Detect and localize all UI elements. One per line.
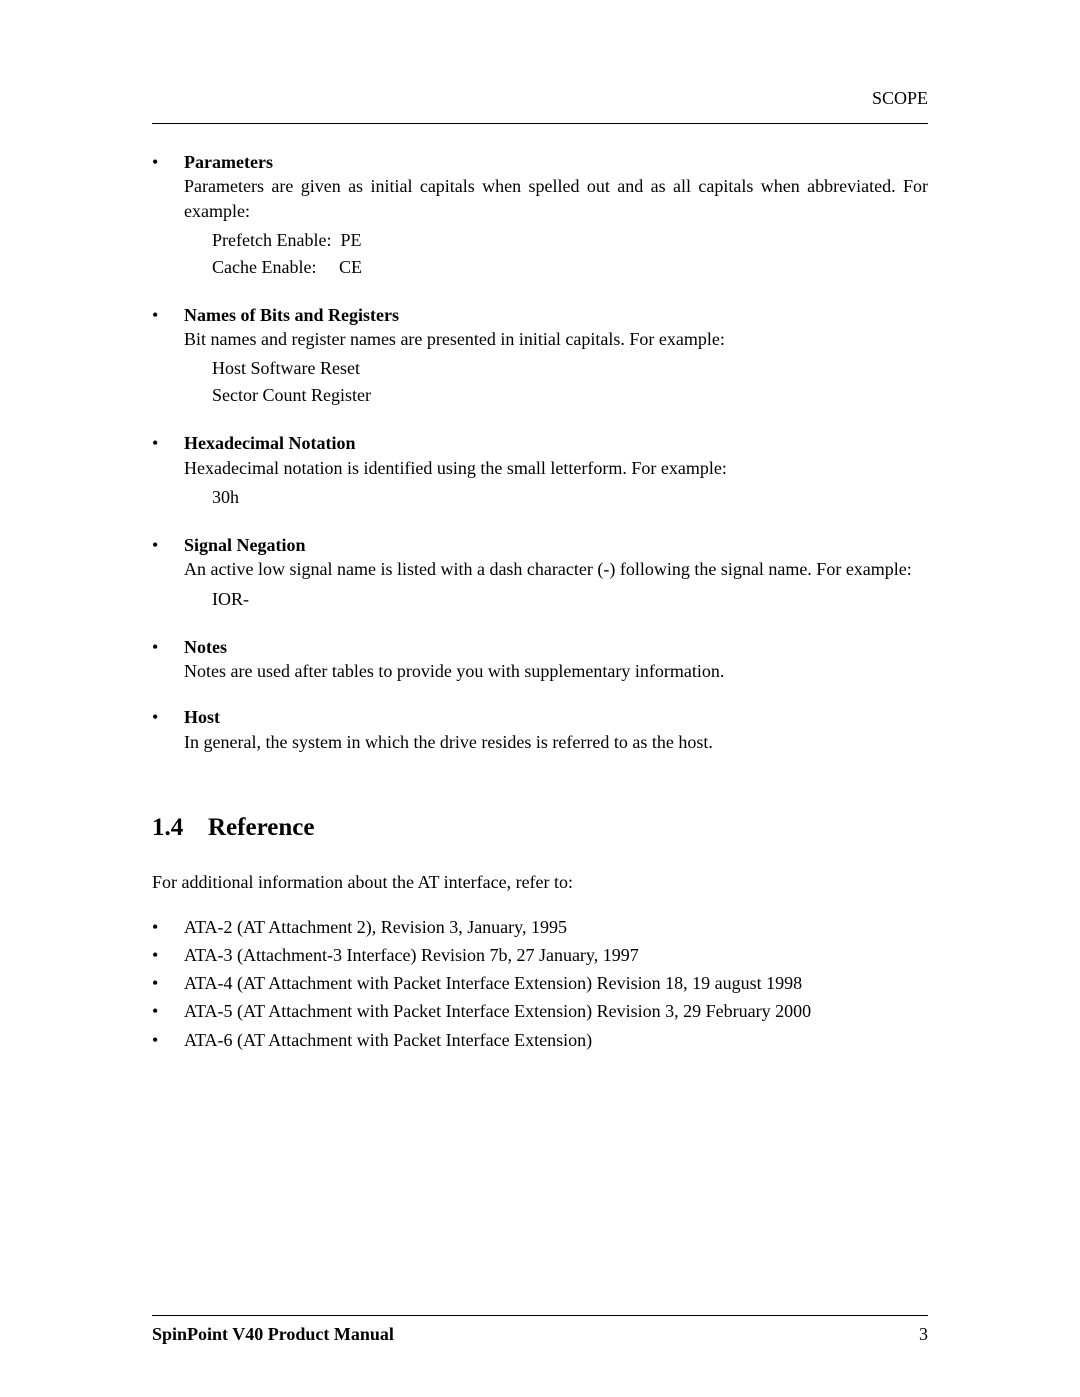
convention-desc: An active low signal name is listed with… xyxy=(184,557,928,581)
convention-item: •HostIn general, the system in which the… xyxy=(152,705,928,754)
convention-title: Parameters xyxy=(184,150,928,174)
convention-desc: Bit names and register names are present… xyxy=(184,327,928,351)
bullet-icon: • xyxy=(152,705,184,754)
section-title: Reference xyxy=(208,814,314,841)
bullet-icon: • xyxy=(152,943,184,968)
reference-text: ATA-3 (Attachment-3 Interface) Revision … xyxy=(184,943,639,968)
convention-title: Names of Bits and Registers xyxy=(184,303,928,327)
conventions-list: •ParametersParameters are given as initi… xyxy=(152,150,928,754)
section-heading: 1.4Reference xyxy=(152,814,928,842)
section-number: 1.4 xyxy=(152,814,208,842)
footer: SpinPoint V40 Product Manual 3 xyxy=(152,1315,928,1345)
footer-rule xyxy=(152,1315,928,1316)
example-block: Prefetch Enable: PECache Enable: CE xyxy=(212,227,928,281)
footer-row: SpinPoint V40 Product Manual 3 xyxy=(152,1324,928,1345)
convention-desc: In general, the system in which the driv… xyxy=(184,730,928,754)
convention-desc: Notes are used after tables to provide y… xyxy=(184,659,928,683)
bullet-icon: • xyxy=(152,150,184,281)
bullet-icon: • xyxy=(152,431,184,511)
reference-list: •ATA-2 (AT Attachment 2), Revision 3, Ja… xyxy=(152,915,928,1053)
convention-body: Signal NegationAn active low signal name… xyxy=(184,533,928,613)
convention-item: •ParametersParameters are given as initi… xyxy=(152,150,928,281)
reference-text: ATA-5 (AT Attachment with Packet Interfa… xyxy=(184,999,811,1024)
example-line: Prefetch Enable: PE xyxy=(212,227,928,254)
convention-item: •NotesNotes are used after tables to pro… xyxy=(152,635,928,684)
reference-item: •ATA-3 (Attachment-3 Interface) Revision… xyxy=(152,943,928,968)
page-number: 3 xyxy=(919,1324,928,1345)
bullet-icon: • xyxy=(152,303,184,410)
bullet-icon: • xyxy=(152,1028,184,1053)
reference-text: ATA-6 (AT Attachment with Packet Interfa… xyxy=(184,1028,592,1053)
example-block: IOR- xyxy=(212,586,928,613)
section-intro: For additional information about the AT … xyxy=(152,872,928,893)
convention-item: •Hexadecimal NotationHexadecimal notatio… xyxy=(152,431,928,511)
example-line: Sector Count Register xyxy=(212,382,928,409)
convention-title: Hexadecimal Notation xyxy=(184,431,928,455)
convention-desc: Parameters are given as initial capitals… xyxy=(184,174,928,223)
example-line: Cache Enable: CE xyxy=(212,254,928,281)
reference-text: ATA-2 (AT Attachment 2), Revision 3, Jan… xyxy=(184,915,567,940)
bullet-icon: • xyxy=(152,915,184,940)
convention-item: •Signal NegationAn active low signal nam… xyxy=(152,533,928,613)
example-line: Host Software Reset xyxy=(212,355,928,382)
reference-item: •ATA-2 (AT Attachment 2), Revision 3, Ja… xyxy=(152,915,928,940)
convention-title: Notes xyxy=(184,635,928,659)
footer-title: SpinPoint V40 Product Manual xyxy=(152,1324,394,1345)
bullet-icon: • xyxy=(152,533,184,613)
bullet-icon: • xyxy=(152,971,184,996)
reference-text: ATA-4 (AT Attachment with Packet Interfa… xyxy=(184,971,802,996)
page: SCOPE •ParametersParameters are given as… xyxy=(0,0,1080,1053)
convention-item: •Names of Bits and RegistersBit names an… xyxy=(152,303,928,410)
convention-body: HostIn general, the system in which the … xyxy=(184,705,928,754)
example-line: IOR- xyxy=(212,586,928,613)
example-line: 30h xyxy=(212,484,928,511)
header-rule xyxy=(152,123,928,124)
convention-desc: Hexadecimal notation is identified using… xyxy=(184,456,928,480)
bullet-icon: • xyxy=(152,635,184,684)
convention-title: Signal Negation xyxy=(184,533,928,557)
reference-item: •ATA-6 (AT Attachment with Packet Interf… xyxy=(152,1028,928,1053)
convention-body: NotesNotes are used after tables to prov… xyxy=(184,635,928,684)
convention-body: ParametersParameters are given as initia… xyxy=(184,150,928,281)
reference-item: •ATA-5 (AT Attachment with Packet Interf… xyxy=(152,999,928,1024)
example-block: Host Software ResetSector Count Register xyxy=(212,355,928,409)
reference-item: •ATA-4 (AT Attachment with Packet Interf… xyxy=(152,971,928,996)
example-block: 30h xyxy=(212,484,928,511)
convention-body: Names of Bits and RegistersBit names and… xyxy=(184,303,928,410)
header-label: SCOPE xyxy=(152,88,928,109)
convention-title: Host xyxy=(184,705,928,729)
bullet-icon: • xyxy=(152,999,184,1024)
convention-body: Hexadecimal NotationHexadecimal notation… xyxy=(184,431,928,511)
